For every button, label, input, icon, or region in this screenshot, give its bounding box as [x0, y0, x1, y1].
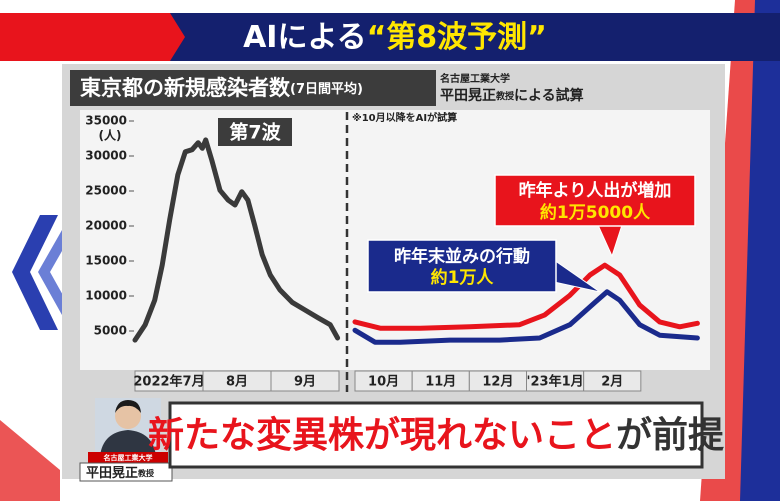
- y-tick-label: 30000: [85, 149, 127, 163]
- photo-hair: [115, 400, 141, 413]
- note: ※10月以降をAIが試算: [352, 111, 457, 124]
- photo-suit: [100, 430, 156, 456]
- blue-callout-value: 約1万人: [431, 267, 495, 288]
- red-callout-value: 約1万5000人: [540, 202, 651, 223]
- chart-title-main: 東京都の新規感染者数: [80, 76, 291, 100]
- y-tick-label: 35000: [85, 114, 127, 128]
- y-tick-label: 25000: [85, 184, 127, 198]
- chart-title-bg: [70, 70, 436, 106]
- deco-red-left: [0, 420, 60, 501]
- wave-label-bg: [218, 118, 292, 146]
- y-unit: (人): [99, 128, 122, 143]
- x-tick-label: 8月: [226, 375, 248, 390]
- plot: 5000 10000 15000 20000 25000 30000 35000 2022年7…: [85, 114, 700, 392]
- x-tick-label: 2月: [601, 375, 623, 390]
- source-suffix: による試算: [514, 87, 584, 104]
- source-role: 教授: [495, 90, 515, 102]
- x-tick-label: 10月: [368, 375, 399, 390]
- caption-name-text: 平田晃正: [86, 465, 138, 481]
- series-line: [352, 289, 700, 345]
- header-title: AIによる“第8波予測”: [243, 20, 547, 55]
- deco-blue: [740, 0, 780, 501]
- x-tick-box: [270, 370, 340, 392]
- blue-callout-title: 昨年末並みの行動: [394, 246, 530, 267]
- message: 新たな変異株が現れないことが前提: [148, 414, 724, 456]
- x-tick-label: '23年1月: [527, 374, 584, 390]
- caption-name-bg: [79, 462, 173, 482]
- source: 平田晃正教授による試算: [440, 87, 584, 104]
- y-tick-label: 20000: [85, 219, 127, 233]
- chart-subtitle: (7日間平均): [290, 81, 363, 97]
- red-callout-title: 昨年より人出が増加: [519, 180, 672, 201]
- blue-callout: [367, 239, 557, 293]
- x-tick-label: 9月: [294, 375, 316, 390]
- x-tick-label: 2022年7月: [133, 374, 204, 390]
- title-prefix: AIによる: [243, 20, 366, 55]
- caption-org: 名古屋工業大学: [104, 453, 153, 462]
- chart-title: 東京都の新規感染者数(7日間平均): [80, 76, 363, 100]
- wave-label: 第7波: [229, 121, 281, 144]
- caption-role: 教授: [137, 468, 155, 478]
- title-highlight: “第8波予測”: [367, 20, 547, 55]
- x-tick-box: [583, 370, 642, 392]
- header-red: [0, 13, 190, 61]
- y-tick-label: 15000: [85, 254, 127, 268]
- message-box: [168, 401, 704, 469]
- message-red: 新たな変異株が現れないこと: [148, 414, 616, 456]
- series-line: [132, 137, 341, 343]
- x-tick-label: 11月: [425, 375, 456, 390]
- deco-chevron: [38, 230, 74, 315]
- caption-org-bg: [88, 452, 168, 463]
- red-callout: [494, 174, 696, 227]
- y-tick-label: 5000: [94, 324, 127, 338]
- message-dark: が前提: [616, 415, 724, 456]
- y-tick-label: 10000: [85, 289, 127, 303]
- photo-face: [115, 403, 141, 429]
- header-band: [170, 13, 780, 61]
- source-org: 名古屋工業大学: [440, 72, 510, 85]
- caption-name: 平田晃正教授: [86, 465, 155, 481]
- x-tick-label: 12月: [482, 375, 513, 390]
- deco-chevron: [12, 215, 58, 330]
- source-name: 平田晃正: [440, 88, 496, 104]
